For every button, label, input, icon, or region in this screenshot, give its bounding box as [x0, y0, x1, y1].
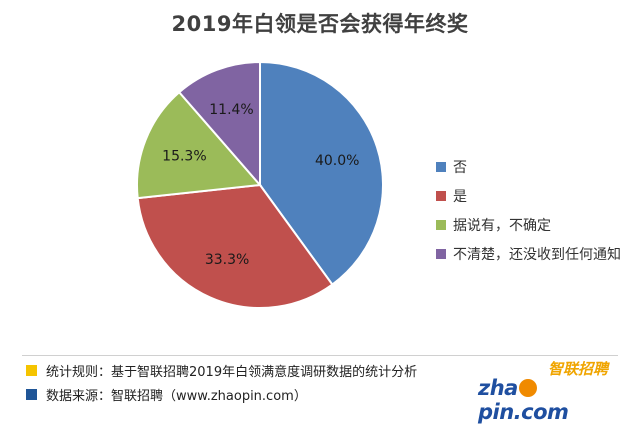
- logo-en-part1: zha: [478, 376, 518, 400]
- slice-label: 15.3%: [162, 148, 206, 164]
- legend-swatch: [436, 190, 446, 201]
- zhaopin-logo: 智联招聘 zhapin.com: [478, 356, 628, 424]
- legend-item: 据说有，不确定: [436, 210, 636, 239]
- footer-rule: 统计规则：基于智联招聘2019年白领满意度调研数据的统计分析: [26, 358, 417, 382]
- logo-en-part2: pin.com: [478, 400, 569, 424]
- pie-slice: [177, 60, 261, 188]
- pie-chart: 40.0% 33.3% 15.3% 11.4%: [136, 60, 384, 309]
- slice-label: 40.0%: [315, 153, 359, 169]
- footer-divider: [22, 355, 618, 356]
- logo-en-text: zhapin.com: [478, 376, 628, 424]
- slice-label: 33.3%: [205, 252, 249, 268]
- footer-source-text: 数据来源：智联招聘（www.zhaopin.com）: [46, 388, 307, 404]
- legend-swatch: [436, 248, 446, 259]
- legend-label: 不清楚，还没收到任何通知: [453, 246, 621, 263]
- chart-legend: 否 是 据说有，不确定 不清楚，还没收到任何通知: [436, 152, 636, 268]
- slice-label: 11.4%: [209, 102, 253, 118]
- pie-slice: [136, 90, 263, 200]
- legend-label: 否: [453, 159, 467, 176]
- legend-item: 否: [436, 152, 636, 181]
- footer-source-bullet: [26, 388, 37, 400]
- pie-slice: [259, 60, 384, 286]
- legend-label: 是: [453, 188, 467, 205]
- pie-slice: [136, 183, 334, 309]
- footer-rule-bullet: [26, 364, 37, 376]
- legend-swatch: [436, 161, 446, 172]
- chart-title: 2019年白领是否会获得年终奖: [171, 12, 469, 36]
- footer-rule-text: 统计规则：基于智联招聘2019年白领满意度调研数据的统计分析: [46, 364, 418, 380]
- footer-source: 数据来源：智联招聘（www.zhaopin.com）: [26, 382, 307, 406]
- legend-swatch: [436, 219, 446, 230]
- legend-item: 是: [436, 181, 636, 210]
- logo-cn-text: 智联招聘: [548, 360, 609, 378]
- logo-o-mark-icon: [518, 379, 537, 397]
- legend-label: 据说有，不确定: [453, 217, 551, 234]
- legend-item: 不清楚，还没收到任何通知: [436, 239, 636, 268]
